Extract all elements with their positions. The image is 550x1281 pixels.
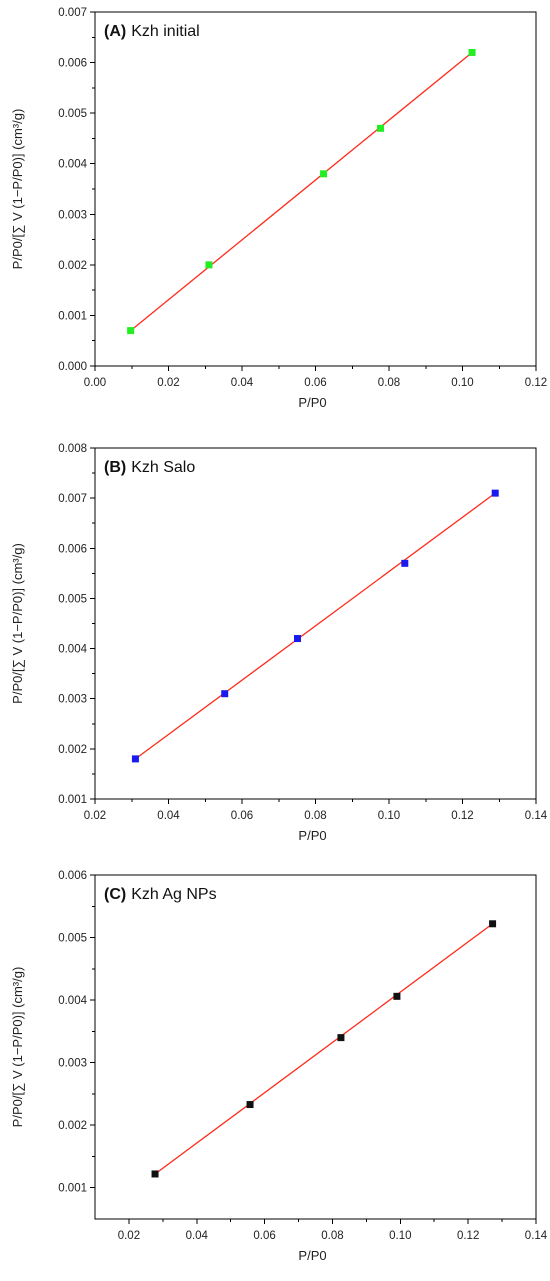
- data-point: [131, 755, 139, 763]
- y-tick-label: 0.002: [58, 260, 87, 272]
- x-tick-label: 0.08: [321, 1230, 343, 1242]
- panel-tag: (B): [104, 459, 126, 476]
- x-tick-label: 0.02: [157, 377, 179, 389]
- plot-frame: [94, 874, 537, 1220]
- chart-panel-b: 0.02 0.04 0.06 0.08 0.10 0.12 0.14 0.001 0.002 0.…: [10, 443, 548, 843]
- data-point: [127, 327, 135, 335]
- panel-title: (B) Kzh Salo: [104, 459, 195, 476]
- plot-frame: [94, 447, 537, 800]
- y-tick-label: 0.006: [58, 58, 87, 70]
- x-axis-label: P/P0: [298, 828, 326, 843]
- y-tick-label: 0.002: [58, 744, 87, 756]
- panel-name: Kzh Ag NPs: [131, 886, 216, 903]
- data-point: [489, 920, 497, 928]
- y-tick-label: 0.006: [58, 543, 87, 555]
- x-axis-label: P/P0: [298, 395, 326, 410]
- x-tick-label: 0.06: [253, 1230, 275, 1242]
- panel-name: Kzh Salo: [131, 459, 195, 476]
- y-tick-label: 0.001: [58, 310, 87, 322]
- x-tick-label: 0.10: [451, 377, 473, 389]
- x-tick-label: 0.06: [304, 377, 326, 389]
- plot-frame: [94, 11, 537, 367]
- x-tick-label: 0.00: [84, 377, 106, 389]
- fit-line: [154, 923, 493, 1175]
- y-axis-label: P/P0/[∑ V (1−P/P0)] (cm³/g): [10, 967, 25, 1128]
- chart-panel-a: 0.00 0.02 0.04 0.06 0.08 0.10 0.12 0.000 0.001 0.…: [10, 7, 547, 410]
- data-point: [393, 992, 401, 1000]
- x-tick-label: 0.04: [157, 810, 180, 822]
- x-tick-label: 0.12: [451, 810, 473, 822]
- y-tick-label: 0.002: [58, 1120, 87, 1132]
- y-tick-label: 0.004: [58, 159, 87, 171]
- y-axis-label: P/P0/[∑ V (1−P/P0)] (cm³/g): [10, 109, 25, 270]
- data-point: [221, 690, 229, 698]
- panel-title: (A) Kzh initial: [104, 23, 200, 40]
- y-tick-label: 0.005: [58, 108, 87, 120]
- chart-panel-c: 0.02 0.04 0.06 0.08 0.10 0.12 0.14 0.001 0.002 0.…: [10, 870, 548, 1263]
- data-point: [401, 559, 409, 567]
- data-point: [293, 635, 301, 643]
- y-tick-label: 0.001: [58, 1183, 87, 1195]
- x-tick-label: 0.14: [525, 810, 548, 822]
- x-tick-label: 0.10: [389, 1230, 411, 1242]
- fit-line: [130, 51, 473, 332]
- data-point: [205, 261, 213, 269]
- data-point: [320, 170, 328, 178]
- panel-title: (C) Kzh Ag NPs: [104, 886, 217, 903]
- y-tick-label: 0.000: [58, 361, 87, 373]
- y-tick-label: 0.007: [58, 7, 87, 19]
- x-tick-label: 0.02: [84, 810, 106, 822]
- x-tick-label: 0.12: [457, 1230, 479, 1242]
- y-tick-label: 0.004: [58, 644, 87, 656]
- y-tick-label: 0.004: [58, 995, 87, 1007]
- data-point: [151, 1170, 159, 1178]
- y-tick-label: 0.003: [58, 694, 87, 706]
- fit-line: [135, 492, 496, 760]
- data-point: [468, 48, 476, 56]
- x-tick-label: 0.08: [304, 810, 326, 822]
- x-tick-label: 0.06: [231, 810, 253, 822]
- y-tick-label: 0.007: [58, 493, 87, 505]
- x-tick-label: 0.12: [525, 377, 547, 389]
- y-tick-label: 0.006: [58, 870, 87, 882]
- data-point: [337, 1034, 345, 1042]
- x-tick-label: 0.04: [186, 1230, 209, 1242]
- y-axis-label: P/P0/[∑ V (1−P/P0)] (cm³/g): [10, 543, 25, 704]
- x-tick-label: 0.10: [378, 810, 400, 822]
- y-tick-label: 0.001: [58, 794, 87, 806]
- panel-tag: (A): [104, 23, 126, 40]
- data-point: [377, 124, 385, 132]
- y-tick-label: 0.005: [58, 593, 87, 605]
- data-point: [491, 489, 499, 497]
- y-tick-label: 0.003: [58, 1058, 87, 1070]
- panel-name: Kzh initial: [131, 23, 199, 40]
- x-tick-label: 0.02: [118, 1230, 140, 1242]
- y-tick-label: 0.008: [58, 443, 87, 455]
- data-point: [246, 1101, 254, 1109]
- x-tick-label: 0.04: [231, 377, 254, 389]
- x-tick-label: 0.08: [378, 377, 400, 389]
- panel-tag: (C): [104, 886, 126, 903]
- x-axis-label: P/P0: [298, 1248, 326, 1263]
- y-tick-label: 0.003: [58, 209, 87, 221]
- y-tick-label: 0.005: [58, 933, 87, 945]
- x-tick-label: 0.14: [525, 1230, 548, 1242]
